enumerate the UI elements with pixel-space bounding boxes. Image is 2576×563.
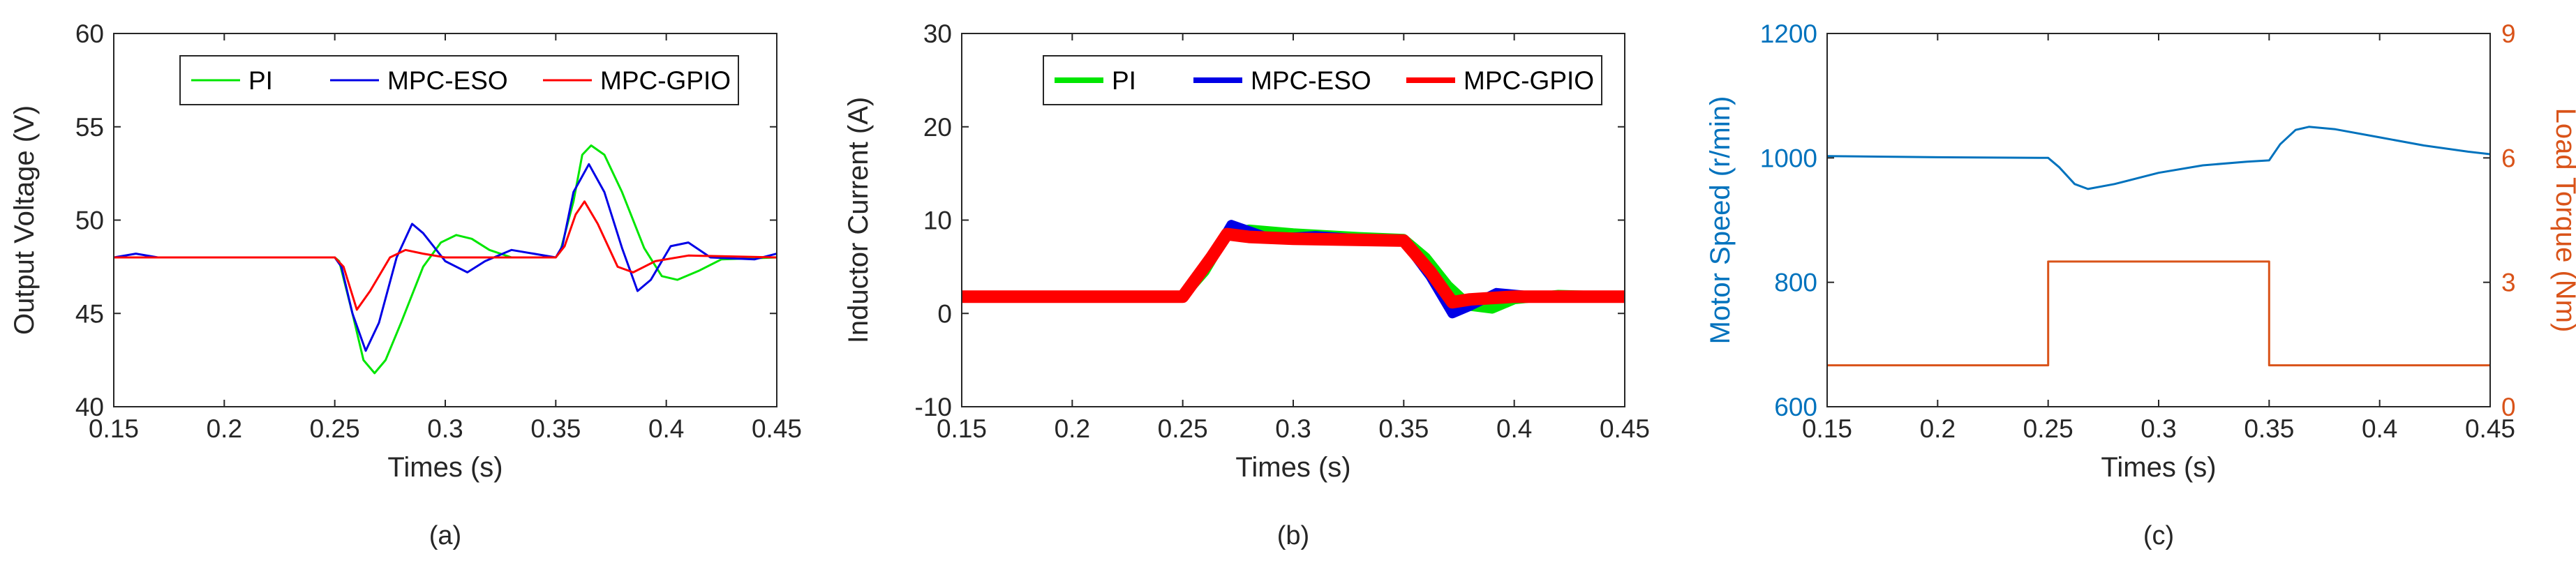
x-tick-label: 0.4 <box>648 414 684 443</box>
x-tick-label: 0.25 <box>310 414 360 443</box>
legend-box <box>179 55 739 105</box>
series-line-load-torque <box>1827 260 2490 367</box>
x-tick-label: 0.2 <box>1055 414 1090 443</box>
x-tick-label: 0.25 <box>1158 414 1208 443</box>
y-tick-label: 20 <box>923 113 952 142</box>
series-line-motor-speed <box>1827 126 2490 190</box>
plot-frame <box>1826 33 2491 407</box>
y-tick-label: 50 <box>75 207 104 235</box>
x-tick-label: 0.25 <box>2023 414 2074 443</box>
y-tick-label: 60 <box>75 20 104 48</box>
x-tick-label: 0.4 <box>1496 414 1532 443</box>
legend-label-mpc-gpio: MPC-GPIO <box>600 66 731 95</box>
x-tick-label: 0.2 <box>207 414 242 443</box>
x-tick-label: 0.15 <box>937 414 987 443</box>
legend: PI MPC-ESO MPC-GPIO <box>1043 55 1602 105</box>
chart-panel-3: 0.15 0.2 0.25 0.3 0.35 0.4 0.45 600 800 1000 1200 0… <box>1705 20 2576 550</box>
series-line-pi <box>114 144 777 375</box>
chart-panel-2: 0.15 0.2 0.25 0.3 0.35 0.4 0.45 -10 0 10 20 30 Times… <box>843 20 1650 550</box>
legend-label-mpc-eso: MPC-ESO <box>1251 66 1371 95</box>
x-tick-label: 0.45 <box>2465 414 2515 443</box>
x-tick-label: 0.3 <box>2141 414 2176 443</box>
legend-label-pi: PI <box>1112 66 1136 95</box>
y-tick-label: 40 <box>75 393 104 421</box>
y-tick-label: 45 <box>75 299 104 328</box>
x-tick-label: 0.15 <box>89 414 139 443</box>
y-right-tick-label: 3 <box>2501 269 2516 297</box>
x-tick-label: 0.3 <box>1275 414 1311 443</box>
y-right-tick-label: 6 <box>2501 144 2516 172</box>
x-tick-label: 0.45 <box>752 414 802 443</box>
x-tick-label: 0.4 <box>2362 414 2397 443</box>
y-right-axis-title: Load Torque (Nm) <box>2550 108 2576 333</box>
x-tick-label: 0.35 <box>2244 414 2294 443</box>
y-tick-label: 10 <box>923 207 952 235</box>
y-right-tick-label: 9 <box>2501 20 2516 48</box>
y-tick-label: 800 <box>1774 269 1817 297</box>
y-tick-label: 600 <box>1774 393 1817 421</box>
y-right-tick-label: 0 <box>2501 393 2516 421</box>
y-tick-label: 1200 <box>1760 20 1817 48</box>
x-tick-label: 0.15 <box>1802 414 1852 443</box>
y-tick-label: -10 <box>915 393 952 421</box>
series-line-mpc-eso <box>114 163 777 352</box>
y-tick-label: 0 <box>937 299 952 328</box>
series-line-mpc-gpio <box>114 200 777 311</box>
y-tick-label: 1000 <box>1760 144 1817 172</box>
x-tick-label: 0.2 <box>1920 414 1956 443</box>
y-axis-title: Motor Speed (r/min) <box>1705 96 1736 345</box>
y-axis-title: Output Voltage (V) <box>9 105 40 335</box>
legend-label-mpc-eso: MPC-ESO <box>387 66 508 95</box>
panel-caption: (b) <box>1277 521 1309 550</box>
x-axis-title: Times (s) <box>2101 452 2216 483</box>
x-tick-label: 0.45 <box>1600 414 1650 443</box>
x-tick-label: 0.3 <box>427 414 463 443</box>
legend: PI MPC-ESO MPC-GPIO <box>179 55 739 105</box>
legend-box <box>1043 55 1602 105</box>
legend-label-pi: PI <box>248 66 273 95</box>
series-line-mpc-gpio <box>962 227 1625 309</box>
legend-label-mpc-gpio: MPC-GPIO <box>1464 66 1594 95</box>
x-axis-title: Times (s) <box>387 452 502 483</box>
x-tick-label: 0.35 <box>530 414 581 443</box>
y-axis-title: Inductor Current (A) <box>843 97 874 343</box>
x-tick-label: 0.35 <box>1378 414 1429 443</box>
x-axis-title: Times (s) <box>1235 452 1350 483</box>
y-tick-label: 30 <box>923 20 952 48</box>
panel-caption: (c) <box>2143 521 2174 550</box>
chart-panel-1: 0.15 0.2 0.25 0.3 0.35 0.4 0.45 40 45 50 55 60 Times… <box>9 20 802 550</box>
panel-caption: (a) <box>429 521 461 550</box>
y-tick-label: 55 <box>75 113 104 142</box>
